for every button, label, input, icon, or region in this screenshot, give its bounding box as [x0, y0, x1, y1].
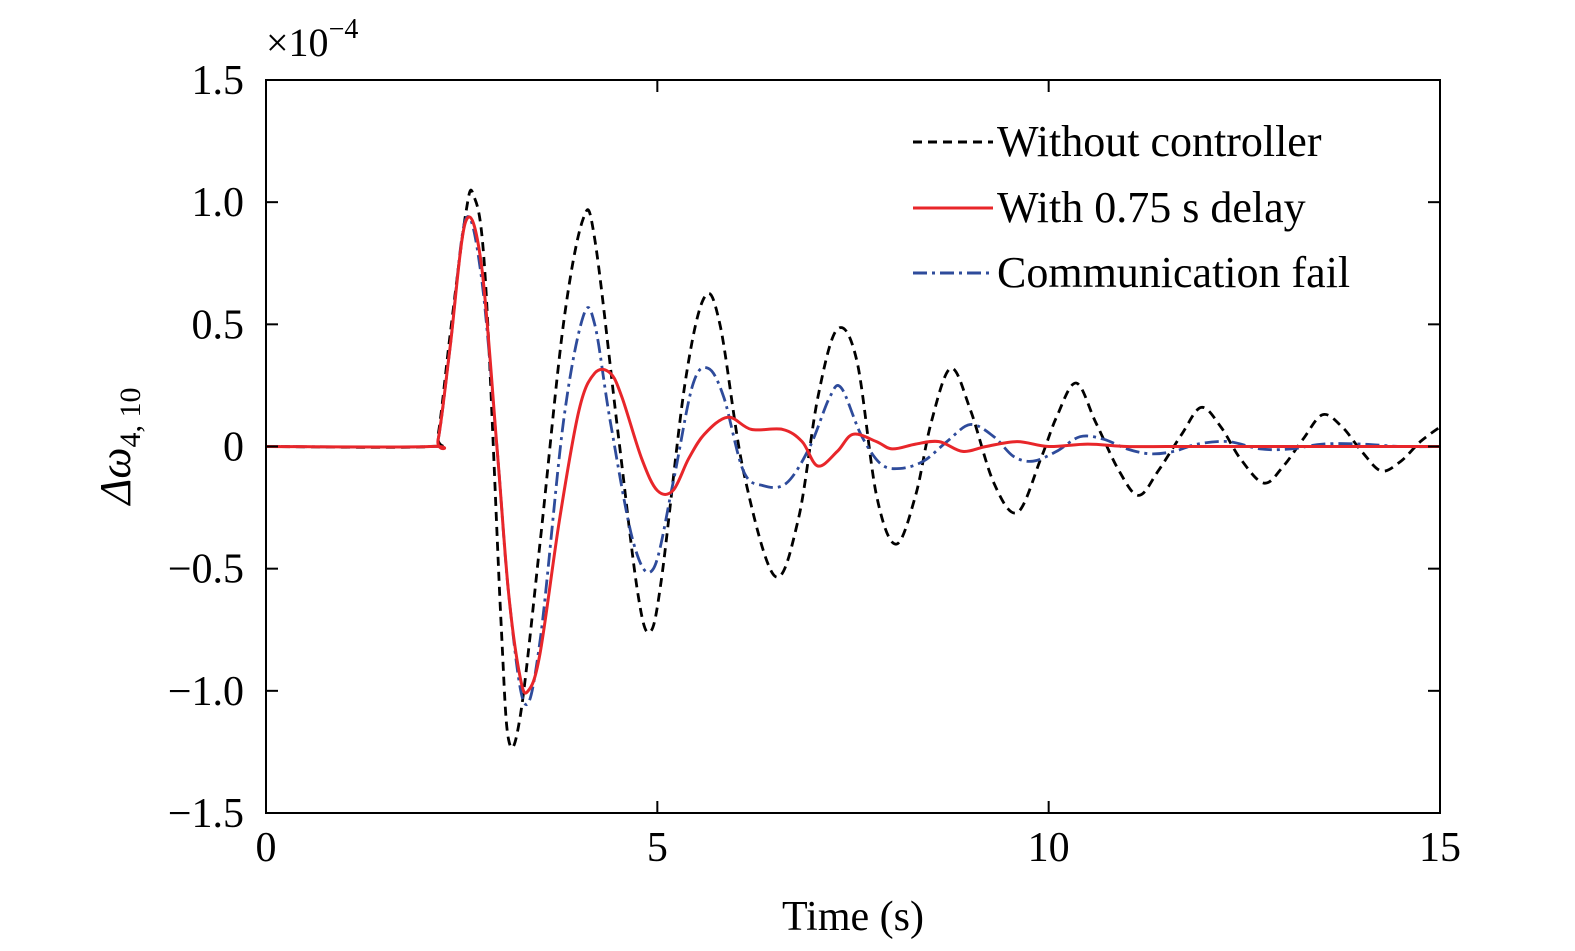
x-tick-label: 15: [1419, 825, 1461, 871]
y-multiplier-exponent: −4: [329, 14, 359, 45]
x-tick-label: 0: [256, 825, 277, 871]
x-axis-label: Time (s): [782, 894, 924, 940]
y-axis-label-sub: 4, 10: [114, 388, 147, 448]
legend-label: Communication fail: [997, 248, 1350, 297]
y-tick-label: 1.0: [192, 180, 245, 226]
x-ticks: 0 5 10 15: [256, 80, 1461, 871]
y-tick-label: 0.5: [192, 302, 245, 348]
series-line-with-0-75-s-delay: [265, 215, 1440, 695]
y-multiplier: ×10−4: [266, 14, 358, 65]
y-tick-label: 0: [223, 425, 244, 471]
y-tick-label: 1.5: [192, 58, 245, 104]
legend: Without controller With 0.75 s delay Commu…: [913, 117, 1350, 297]
series-line-without-controller: [265, 188, 1441, 750]
y-axis-label: Δω4, 10: [91, 388, 147, 507]
series-layer: [265, 188, 1441, 750]
y-axis-label-base: Δω: [91, 448, 140, 507]
legend-label: Without controller: [997, 117, 1322, 166]
y-tick-label: −0.5: [168, 547, 244, 593]
y-tick-label: −1.0: [168, 669, 244, 715]
legend-label: With 0.75 s delay: [997, 183, 1306, 232]
y-tick-label: −1.5: [168, 791, 244, 837]
y-ticks: −1.5 −1.0 −0.5 0 0.5 1.0 1.5: [168, 58, 1440, 837]
y-multiplier-base: ×10: [266, 20, 329, 65]
x-tick-label: 10: [1028, 825, 1070, 871]
x-tick-label: 5: [647, 825, 668, 871]
